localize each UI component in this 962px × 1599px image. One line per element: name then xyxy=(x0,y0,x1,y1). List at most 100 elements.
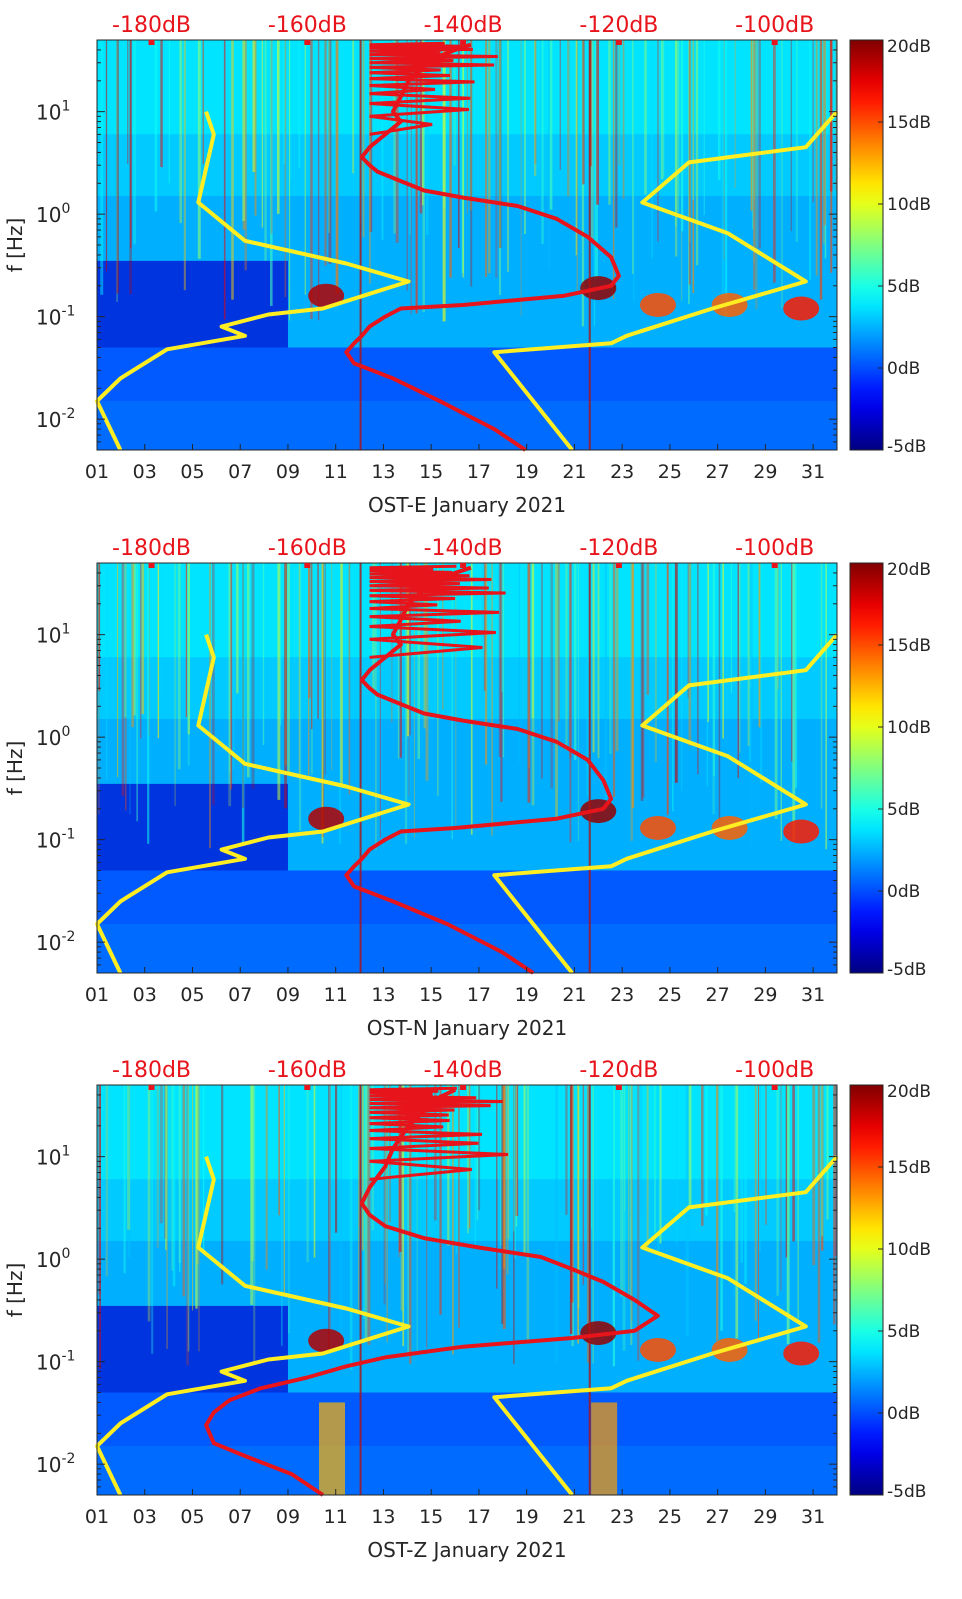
yellow-noise-model-curve xyxy=(95,1155,411,1496)
top-db-label: -160dB xyxy=(268,13,347,38)
x-tick-label: 17 xyxy=(467,461,491,483)
x-tick-label: 29 xyxy=(753,1506,777,1528)
top-db-label: -120dB xyxy=(579,1058,658,1083)
top-db-tick xyxy=(460,1085,467,1090)
colorbar-gradient xyxy=(849,1084,884,1496)
top-db-tick xyxy=(771,40,778,45)
x-tick-label: 21 xyxy=(562,1506,586,1528)
y-tick-label: 100 xyxy=(36,724,70,750)
top-db-tick xyxy=(148,1085,155,1090)
x-tick-label: 21 xyxy=(562,461,586,483)
x-tick-label: 25 xyxy=(658,461,682,483)
x-tick-label: 15 xyxy=(419,461,443,483)
colorbar-tick-label: 0dB xyxy=(887,359,920,379)
panel-ost-z: 01 03 05 07 09 11 13 15 17 19 21 23 25 27 29 31 10-2 10-1… xyxy=(3,1058,931,1562)
panel-ost-n: 01 03 05 07 09 11 13 15 17 19 21 23 25 27 29 31 10-2 10-1… xyxy=(3,536,931,1040)
colorbar-tick-label: 15dB xyxy=(887,1158,931,1178)
x-tick-label: 11 xyxy=(324,461,348,483)
x-tick-label: 25 xyxy=(658,984,682,1006)
chart-title: OST-N January 2021 xyxy=(367,1016,567,1040)
x-tick-label: 11 xyxy=(324,1506,348,1528)
colorbar: -5dB 0dB 5dB 10dB 15dB 20dB xyxy=(849,1082,931,1502)
colorbar-tick-label: 10dB xyxy=(887,1240,931,1260)
y-tick-label: 10-1 xyxy=(36,827,75,853)
top-db-tick xyxy=(304,40,311,45)
spectrogram-background xyxy=(97,563,837,973)
colorbar-tick-label: 15dB xyxy=(887,636,931,656)
top-db-label: -120dB xyxy=(579,13,658,38)
colorbar-tick-label: 10dB xyxy=(887,718,931,738)
x-tick-label: 03 xyxy=(133,1506,157,1528)
top-db-label: -160dB xyxy=(268,1058,347,1083)
y-tick-label: 10-1 xyxy=(36,1349,75,1375)
x-tick-label: 29 xyxy=(753,461,777,483)
x-tick-label: 17 xyxy=(467,1506,491,1528)
panel-ost-e: 01 03 05 07 09 11 13 15 17 19 21 23 25 27 29 31 10-2 10-1… xyxy=(3,13,931,517)
x-tick-label: 01 xyxy=(85,984,109,1006)
y-tick-label: 101 xyxy=(36,622,70,648)
yellow-noise-model-curve xyxy=(492,110,839,452)
x-tick-label: 15 xyxy=(419,1506,443,1528)
spectrogram-background xyxy=(97,40,837,450)
x-tick-label: 25 xyxy=(658,1506,682,1528)
x-tick-label: 19 xyxy=(515,461,539,483)
red-spectral-curve xyxy=(344,42,621,452)
y-tick-label: 10-2 xyxy=(36,1451,75,1477)
top-db-tick xyxy=(148,563,155,568)
colorbar-tick-label: 5dB xyxy=(887,277,920,297)
x-tick-label: 13 xyxy=(371,461,395,483)
x-tick-label: 21 xyxy=(562,984,586,1006)
colorbar: -5dB 0dB 5dB 10dB 15dB 20dB xyxy=(849,560,931,980)
y-tick-label: 10-2 xyxy=(36,406,75,432)
red-spectral-curve-detail xyxy=(369,564,506,659)
colorbar-tick-label: 20dB xyxy=(887,1082,931,1102)
yellow-noise-model-curve xyxy=(95,633,411,974)
colorbar: -5dB 0dB 5dB 10dB 15dB 20dB xyxy=(849,37,931,457)
top-db-label: -180dB xyxy=(112,13,191,38)
colorbar-tick-label: -5dB xyxy=(887,1482,926,1502)
top-db-tick xyxy=(460,40,467,45)
y-axis-label: f [Hz] xyxy=(3,741,27,796)
top-db-tick xyxy=(771,1085,778,1090)
x-tick-label: 01 xyxy=(85,1506,109,1528)
colorbar-tick-label: 5dB xyxy=(887,800,920,820)
x-tick-label: 07 xyxy=(228,1506,252,1528)
top-db-label: -180dB xyxy=(112,536,191,561)
top-db-label: -100dB xyxy=(735,13,814,38)
chart-title: OST-E January 2021 xyxy=(368,493,566,517)
x-tick-label: 03 xyxy=(133,984,157,1006)
top-db-tick xyxy=(771,563,778,568)
x-tick-label: 19 xyxy=(515,984,539,1006)
x-tick-label: 23 xyxy=(610,984,634,1006)
colorbar-tick-label: 0dB xyxy=(887,1404,920,1424)
y-tick-label: 101 xyxy=(36,1144,70,1170)
top-db-tick xyxy=(304,1085,311,1090)
top-db-tick xyxy=(615,40,622,45)
top-db-label: -120dB xyxy=(579,536,658,561)
top-db-tick xyxy=(615,1085,622,1090)
spectrogram-background xyxy=(97,1085,837,1495)
x-tick-label: 27 xyxy=(706,984,730,1006)
top-db-label: -140dB xyxy=(424,13,503,38)
colorbar-tick-label: 5dB xyxy=(887,1322,920,1342)
yellow-noise-model-curve xyxy=(492,1155,839,1497)
colorbar-tick-label: -5dB xyxy=(887,437,926,457)
colorbar-tick-label: 0dB xyxy=(887,882,920,902)
red-spectral-curve-detail xyxy=(369,1086,509,1181)
top-db-tick xyxy=(460,563,467,568)
x-tick-label: 07 xyxy=(228,984,252,1006)
y-tick-label: 10-1 xyxy=(36,304,75,330)
y-tick-label: 10-2 xyxy=(36,929,75,955)
x-tick-label: 03 xyxy=(133,461,157,483)
red-spectral-curve xyxy=(204,1087,660,1497)
colorbar-tick-label: -5dB xyxy=(887,960,926,980)
x-tick-label: 15 xyxy=(419,984,443,1006)
y-tick-label: 101 xyxy=(36,99,70,125)
x-tick-label: 27 xyxy=(706,461,730,483)
x-tick-label: 05 xyxy=(180,984,204,1006)
top-db-tick xyxy=(304,563,311,568)
top-db-label: -160dB xyxy=(268,536,347,561)
colorbar-tick-label: 15dB xyxy=(887,113,931,133)
red-spectral-curve-detail xyxy=(369,41,498,136)
